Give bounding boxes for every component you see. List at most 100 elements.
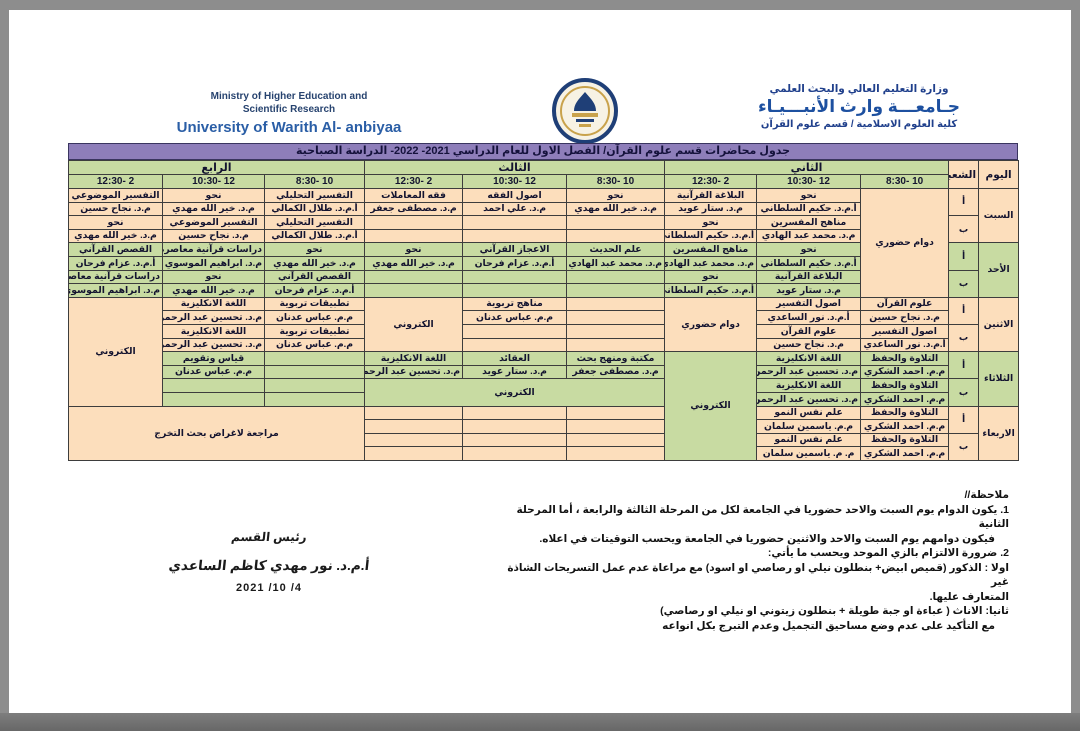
teacher-cell: م.د. نجاح حسين bbox=[756, 337, 862, 353]
empty-cell bbox=[162, 378, 266, 393]
teacher-cell: م.د. خير الله مهدي bbox=[162, 201, 266, 217]
timetable-container: اليوم الشعبة الثاني الثالث الرابع 10 -8:… bbox=[67, 160, 1020, 461]
merged-note-cell: الكتروني bbox=[364, 296, 464, 353]
time-header: 2 -12:30 bbox=[67, 174, 164, 189]
teacher-cell: م.د. محمد عبد الهادي bbox=[756, 228, 862, 244]
ministry-line-1: Ministry of Higher Education and bbox=[210, 91, 368, 102]
teacher-cell: م.د. تحسين عبد الرحمن bbox=[364, 364, 464, 380]
subject-cell: اصول الفقه bbox=[462, 188, 568, 203]
subject-cell: القصص القرآني bbox=[264, 269, 366, 285]
subject-cell: اصول التفسير bbox=[860, 323, 950, 339]
teacher-cell: أ.م.د. حكيم السلطاني bbox=[756, 201, 862, 217]
subject-cell: اللغة الانكليزية bbox=[162, 296, 266, 312]
empty-cell bbox=[462, 337, 568, 353]
subject-cell: اللغة الانكليزية bbox=[756, 378, 862, 393]
teacher-cell: م.م. عباس عدنان bbox=[462, 310, 568, 325]
signature-block: رئيس القسم أ.م.د. نور مهدي كاظم الساعدي … bbox=[149, 530, 389, 594]
teacher-cell: أ.م.د. حكيم السلطاني bbox=[664, 283, 758, 298]
section-cell: أ bbox=[948, 187, 980, 217]
teacher-cell: م.د. ابراهيم الموسوي bbox=[67, 283, 164, 298]
merged-note-cell: الكتروني bbox=[364, 378, 666, 407]
section-cell: ب bbox=[948, 378, 980, 407]
time-header: 2 -12:30 bbox=[664, 174, 758, 189]
stage-header-third: الثالث bbox=[364, 160, 666, 175]
col-header-section: الشعبة bbox=[948, 160, 980, 189]
subject-cell: اصول التفسير bbox=[756, 296, 862, 312]
section-cell: أ bbox=[948, 405, 980, 434]
subject-cell: مناهج المفسرين bbox=[756, 215, 862, 230]
subject-cell: العقائد bbox=[462, 351, 568, 366]
empty-cell bbox=[566, 337, 666, 353]
teacher-cell: م.د. خير الله مهدي bbox=[67, 228, 164, 244]
note-line: مع التأكيد على عدم وضع مساحيق التجميل وع… bbox=[662, 619, 995, 632]
time-header: 2 -12:30 bbox=[364, 174, 464, 189]
subject-cell: نحو bbox=[162, 188, 266, 203]
empty-cell bbox=[462, 446, 568, 461]
empty-cell bbox=[462, 405, 568, 421]
empty-cell bbox=[264, 351, 366, 366]
time-header: 12 -10:30 bbox=[462, 174, 568, 189]
subject-cell: التفسير التحليلي bbox=[264, 188, 366, 203]
note-line: 2. ضرورة الالتزام بالزي الموحد ويحسب ما … bbox=[767, 547, 1009, 559]
stage-header-second: الثاني bbox=[664, 160, 950, 175]
teacher-cell: م.م. عباس عدنان bbox=[264, 310, 366, 325]
subject-cell: علم نفس النمو bbox=[756, 405, 862, 421]
merged-note-cell: دوام حضوري bbox=[860, 188, 950, 298]
ministry-line-2: Scientific Research bbox=[242, 104, 336, 115]
note-line: فيكون دوامهم يوم السبت والاحد والاثنين ح… bbox=[539, 532, 995, 545]
header-english: Ministry of Higher Education and Scienti… bbox=[159, 90, 419, 136]
empty-cell bbox=[364, 405, 464, 421]
notes-block: ملاحظة// 1. يكون الدوام يوم السبت والاحد… bbox=[489, 488, 1009, 633]
subject-cell: نحو bbox=[566, 188, 666, 203]
teacher-cell: أ.م.د. عزام فرحان bbox=[67, 255, 164, 271]
subject-cell: دراسات قرآنية معاصرة bbox=[162, 242, 266, 257]
empty-cell bbox=[566, 446, 666, 461]
empty-cell bbox=[566, 432, 666, 448]
empty-cell bbox=[364, 419, 464, 434]
subject-cell: التلاوة والحفظ bbox=[860, 432, 950, 448]
teacher-cell: م.د. خير الله مهدي bbox=[566, 201, 666, 217]
empty-cell bbox=[462, 269, 568, 285]
schedule-title-bar: جدول محاضرات قسم علوم القرآن/ الفصل الاو… bbox=[68, 143, 1018, 160]
subject-cell: نحو bbox=[67, 215, 164, 230]
subject-cell: مناهج المفسرين bbox=[664, 242, 758, 257]
subject-cell: دراسات قرآنية معاصرة bbox=[67, 269, 164, 285]
empty-cell bbox=[264, 378, 366, 393]
subject-cell: اللغة الانكليزية bbox=[162, 323, 266, 339]
subject-cell: نحو bbox=[664, 269, 758, 285]
teacher-cell: م.د. ستار عويد bbox=[756, 283, 862, 298]
time-header: 12 -10:30 bbox=[756, 174, 862, 189]
teacher-cell: م.د. خير الله مهدي bbox=[364, 255, 464, 271]
subject-cell: التلاوة والحفظ bbox=[860, 378, 950, 393]
empty-cell bbox=[462, 323, 568, 339]
subject-cell: نحو bbox=[364, 242, 464, 257]
teacher-cell: م.د. تحسين عبد الرحمن bbox=[162, 337, 266, 353]
subject-cell: التفسير التحليلي bbox=[264, 215, 366, 230]
teacher-cell: أ.م.د. عزام فرحان bbox=[264, 283, 366, 298]
subject-cell: علوم القرآن bbox=[860, 296, 950, 312]
teacher-cell: م.د. مصطفى جعفر bbox=[364, 201, 464, 217]
empty-cell bbox=[364, 432, 464, 448]
day-cell: الثلاثاء bbox=[978, 351, 1020, 407]
empty-cell bbox=[566, 215, 666, 230]
teacher-cell: م.م. احمد الشكري bbox=[860, 446, 950, 461]
empty-cell bbox=[566, 228, 666, 244]
subject-cell: التلاوة والحفظ bbox=[860, 351, 950, 366]
subject-cell: نحو bbox=[756, 242, 862, 257]
teacher-cell: أ.م.د. نور الساعدي bbox=[860, 337, 950, 353]
subject-cell: مكتبة ومنهج بحث bbox=[566, 351, 666, 366]
subject-cell: البلاغة القرآنية bbox=[756, 269, 862, 285]
section-cell: أ bbox=[948, 242, 980, 271]
day-cell: السبت bbox=[978, 187, 1020, 244]
subject-cell: علوم القرآن bbox=[756, 323, 862, 339]
empty-cell bbox=[566, 419, 666, 434]
note-line: اولا : الذكور (قميص ابيض+ بنطلون نيلي او… bbox=[507, 561, 1009, 589]
subject-cell: التلاوة والحفظ bbox=[860, 405, 950, 421]
empty-cell bbox=[566, 323, 666, 339]
empty-cell bbox=[264, 364, 366, 380]
merged-note-cell: الكتروني bbox=[67, 296, 164, 407]
teacher-cell: م.د. علي احمد bbox=[462, 201, 568, 217]
teacher-cell: أ.م.د. حكيم السلطاني bbox=[664, 228, 758, 244]
teacher-cell: م.م. احمد الشكري bbox=[860, 391, 950, 407]
teacher-cell: م.د. نجاح حسين bbox=[67, 201, 164, 217]
